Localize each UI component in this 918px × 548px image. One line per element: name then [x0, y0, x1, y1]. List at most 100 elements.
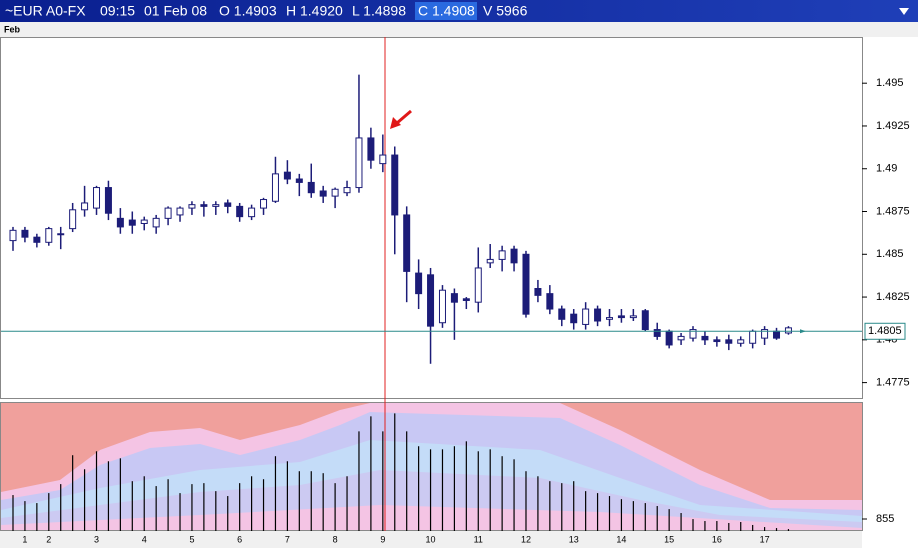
candle-body — [140, 219, 148, 224]
candle-body — [307, 181, 315, 194]
price-panel — [0, 37, 863, 399]
time: 09:15 — [100, 3, 135, 19]
x-tick-label: 13 — [569, 534, 579, 544]
candle-body — [248, 207, 256, 218]
candle-body — [128, 219, 136, 226]
volume-background — [1, 403, 862, 531]
candle-body — [212, 204, 220, 207]
candle-body — [570, 313, 578, 324]
candle-body — [522, 253, 530, 315]
y-tick-label: 855 — [876, 513, 894, 525]
candle-body — [427, 274, 435, 327]
y-tick-label: 1.4925 — [876, 120, 910, 132]
x-tick-label: 16 — [712, 534, 722, 544]
y-tick-label: 1.485 — [876, 248, 904, 260]
arrow-shaft — [396, 109, 412, 125]
candle-body — [152, 217, 160, 228]
y-tick-label: 1.49 — [876, 163, 897, 175]
x-tick-label: 3 — [94, 534, 99, 544]
close-highlight — [415, 2, 477, 20]
candle-body — [474, 267, 482, 303]
candle-body — [737, 339, 745, 344]
y-tick-label: 1.495 — [876, 77, 904, 89]
candle-body — [677, 335, 685, 341]
candle-body — [403, 214, 411, 272]
candle-body — [594, 308, 602, 322]
candle-body — [45, 228, 53, 243]
candle-body — [534, 288, 542, 296]
open: O 1.4903 — [219, 3, 277, 19]
candle-body — [617, 315, 625, 319]
candle-body — [355, 137, 363, 189]
candle-body — [57, 233, 65, 236]
candle-body — [343, 187, 351, 194]
x-tick-label: 17 — [760, 534, 770, 544]
x-tick-label: 1 — [22, 534, 27, 544]
candle-body — [582, 308, 590, 325]
candle-body — [761, 329, 769, 339]
candle-body — [689, 329, 697, 339]
candle-body — [701, 335, 709, 341]
close: C 1.4908 — [418, 3, 475, 19]
candle-body — [236, 205, 244, 218]
candle-body — [486, 258, 494, 264]
month-label: Feb — [4, 24, 21, 34]
last-price-marker — [800, 329, 806, 334]
candle-body — [725, 339, 733, 344]
last-price-box — [864, 322, 906, 340]
x-tick-label: 8 — [333, 534, 338, 544]
candle-body — [116, 217, 124, 228]
candle-body — [104, 187, 112, 214]
candle-body — [367, 137, 375, 161]
x-tick-label: 15 — [664, 534, 674, 544]
x-tick-label: 12 — [521, 534, 531, 544]
candle-body — [450, 293, 458, 303]
candle-body — [176, 207, 184, 216]
candle-body — [391, 154, 399, 216]
candle-body — [200, 204, 208, 207]
x-tick-label: 11 — [474, 534, 483, 544]
candle-body — [164, 207, 172, 219]
y-tick-label: 1.4775 — [876, 377, 910, 389]
candle-body — [295, 178, 303, 183]
candle-body — [546, 293, 554, 310]
time-axis — [0, 531, 862, 548]
candle-body — [271, 173, 279, 202]
low: L 1.4898 — [352, 3, 406, 19]
candle-body — [749, 330, 757, 344]
candle-body — [773, 330, 781, 339]
candle-body — [69, 209, 77, 230]
candle-body — [558, 308, 566, 320]
candle-body — [188, 204, 196, 209]
x-tick-label: 4 — [142, 534, 147, 544]
candle-body — [641, 310, 649, 331]
header-row — [0, 22, 918, 37]
date: 01 Feb 08 — [144, 3, 207, 19]
candle-body — [81, 202, 89, 211]
dropdown-button[interactable] — [899, 8, 909, 15]
volume: V 5966 — [483, 3, 528, 19]
candle-body — [224, 202, 232, 207]
symbol: ~EUR A0-FX — [5, 3, 86, 19]
candle-body — [379, 154, 387, 165]
candle-body — [319, 190, 327, 197]
candle-body — [653, 329, 661, 337]
x-tick-label: 14 — [616, 534, 626, 544]
candle-body — [713, 339, 721, 343]
title-texts: ~EUR A0-FX 09:15 01 Feb 08 O 1.4903 H 1.… — [5, 3, 528, 19]
x-tick-label: 6 — [237, 534, 242, 544]
x-tick-label: 10 — [426, 534, 436, 544]
arrow-head — [390, 117, 401, 129]
y-tick-label: 1.4875 — [876, 205, 910, 217]
candle-body — [462, 298, 470, 301]
candle-body — [510, 248, 518, 264]
volume-panel — [0, 402, 863, 531]
x-tick-label: 7 — [285, 534, 290, 544]
candle-body — [9, 229, 17, 242]
x-tick-label: 2 — [46, 534, 51, 544]
candle-body — [331, 188, 339, 197]
candle-body — [784, 327, 792, 334]
candle-body — [21, 229, 29, 238]
x-tick-label: 5 — [189, 534, 194, 544]
